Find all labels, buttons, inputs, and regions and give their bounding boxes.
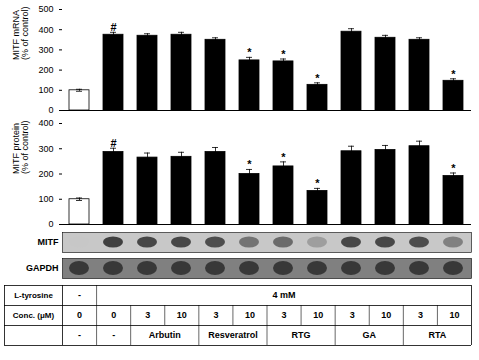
svg-text:Resveratrol: Resveratrol	[208, 330, 258, 340]
svg-text:*: *	[281, 151, 286, 163]
svg-text:RTG: RTG	[292, 330, 311, 340]
svg-text:100: 100	[38, 85, 53, 95]
svg-text:*: *	[451, 162, 456, 174]
svg-text:*: *	[315, 177, 320, 189]
svg-text:3: 3	[418, 310, 423, 320]
svg-text:MITF protein(% of control): MITF protein(% of control)	[11, 120, 30, 174]
svg-text:3: 3	[213, 310, 218, 320]
svg-text:MITF: MITF	[38, 237, 59, 247]
svg-text:500: 500	[38, 4, 53, 14]
svg-text:#: #	[110, 21, 116, 33]
svg-text:GAPDH: GAPDH	[26, 263, 59, 273]
svg-text:10: 10	[313, 310, 323, 320]
svg-text:*: *	[451, 68, 456, 80]
svg-text:10: 10	[449, 310, 459, 320]
svg-text:3: 3	[282, 310, 287, 320]
svg-text:#: #	[110, 137, 116, 149]
svg-text:*: *	[247, 158, 252, 170]
svg-text:-: -	[112, 330, 115, 340]
svg-text:*: *	[247, 46, 252, 58]
svg-text:MITF mRNA(% of control): MITF mRNA(% of control)	[11, 6, 30, 60]
svg-text:0: 0	[48, 105, 53, 114]
svg-text:10: 10	[381, 310, 391, 320]
svg-text:300: 300	[38, 144, 53, 154]
svg-text:400: 400	[38, 118, 53, 128]
svg-text:200: 200	[38, 65, 53, 75]
svg-text:GA: GA	[363, 330, 377, 340]
svg-text:400: 400	[38, 25, 53, 35]
svg-text:Conc. (μM): Conc. (μM)	[13, 311, 55, 320]
svg-text:0: 0	[77, 310, 82, 320]
svg-text:200: 200	[38, 169, 53, 179]
svg-text:-: -	[78, 330, 81, 340]
svg-text:L-tyrosine: L-tyrosine	[14, 291, 53, 300]
svg-text:3: 3	[350, 310, 355, 320]
svg-text:10: 10	[177, 310, 187, 320]
svg-text:Arbutin: Arbutin	[149, 330, 181, 340]
svg-text:*: *	[315, 72, 320, 84]
svg-text:10: 10	[245, 310, 255, 320]
svg-text:3: 3	[145, 310, 150, 320]
svg-text:4 mM: 4 mM	[273, 290, 296, 300]
svg-text:-: -	[78, 290, 81, 300]
svg-text:RTA: RTA	[428, 330, 446, 340]
svg-text:300: 300	[38, 45, 53, 55]
svg-text:*: *	[281, 48, 286, 60]
svg-text:0: 0	[111, 310, 116, 320]
svg-text:100: 100	[38, 194, 53, 204]
svg-text:0: 0	[48, 219, 53, 228]
